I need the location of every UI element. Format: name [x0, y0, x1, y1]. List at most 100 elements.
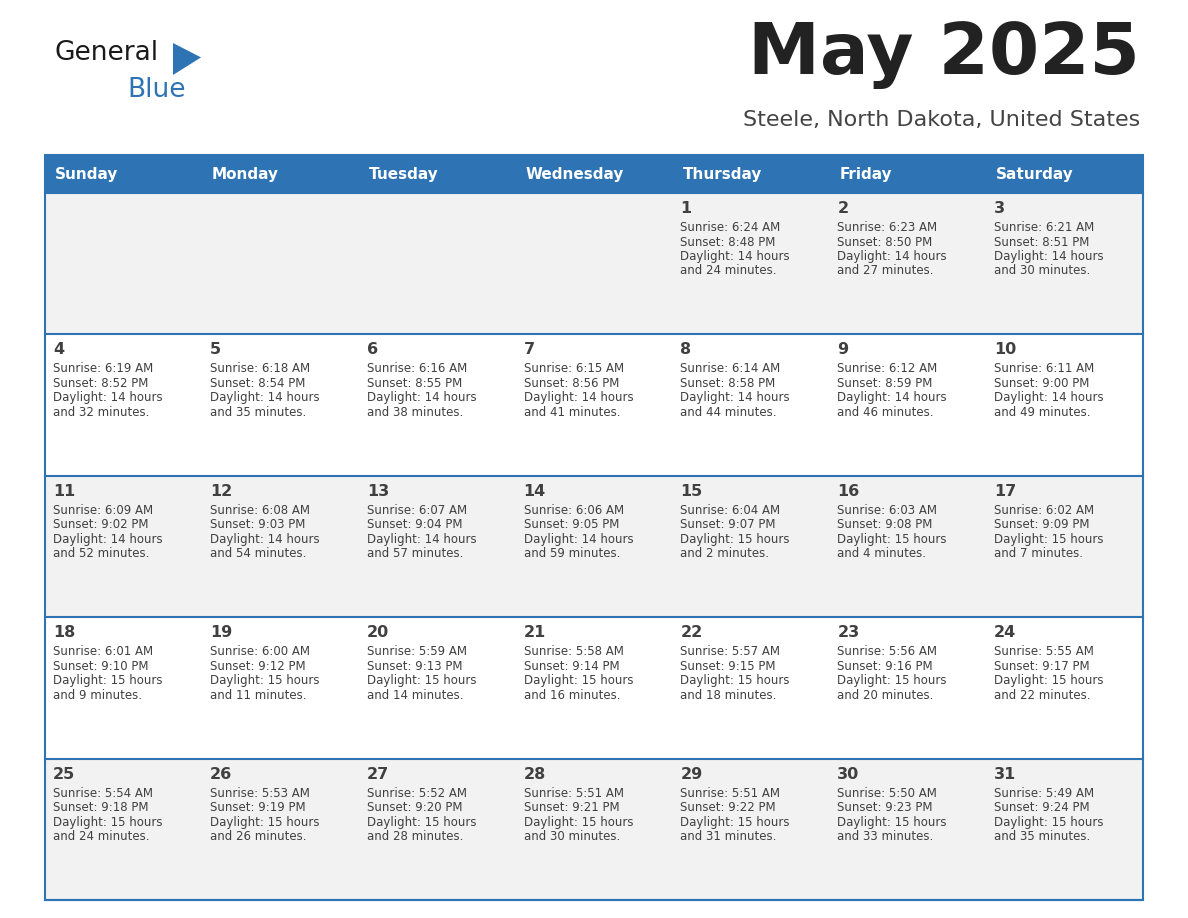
Text: 1: 1: [681, 201, 691, 216]
Text: Daylight: 14 hours: Daylight: 14 hours: [210, 391, 320, 405]
Text: Sunset: 8:48 PM: Sunset: 8:48 PM: [681, 236, 776, 249]
Text: 23: 23: [838, 625, 860, 640]
Text: Sunday: Sunday: [55, 166, 119, 182]
Text: 24: 24: [994, 625, 1017, 640]
Text: 31: 31: [994, 767, 1017, 781]
Text: Daylight: 15 hours: Daylight: 15 hours: [524, 674, 633, 688]
Text: Sunrise: 5:56 AM: Sunrise: 5:56 AM: [838, 645, 937, 658]
Text: and 11 minutes.: and 11 minutes.: [210, 688, 307, 701]
Text: and 44 minutes.: and 44 minutes.: [681, 406, 777, 419]
Text: Daylight: 15 hours: Daylight: 15 hours: [367, 674, 476, 688]
Text: 5: 5: [210, 342, 221, 357]
Text: Sunset: 8:51 PM: Sunset: 8:51 PM: [994, 236, 1089, 249]
Text: Sunset: 9:09 PM: Sunset: 9:09 PM: [994, 519, 1089, 532]
Polygon shape: [173, 43, 201, 75]
Text: Sunrise: 6:06 AM: Sunrise: 6:06 AM: [524, 504, 624, 517]
Text: and 7 minutes.: and 7 minutes.: [994, 547, 1083, 560]
Text: 19: 19: [210, 625, 232, 640]
Text: Daylight: 14 hours: Daylight: 14 hours: [838, 250, 947, 263]
Text: Sunset: 8:52 PM: Sunset: 8:52 PM: [53, 377, 148, 390]
Text: Sunset: 8:56 PM: Sunset: 8:56 PM: [524, 377, 619, 390]
Text: Daylight: 14 hours: Daylight: 14 hours: [838, 391, 947, 405]
Text: Daylight: 15 hours: Daylight: 15 hours: [838, 532, 947, 546]
Text: Sunrise: 5:55 AM: Sunrise: 5:55 AM: [994, 645, 1094, 658]
Text: and 2 minutes.: and 2 minutes.: [681, 547, 770, 560]
Text: 17: 17: [994, 484, 1017, 498]
Text: 2: 2: [838, 201, 848, 216]
Text: and 24 minutes.: and 24 minutes.: [53, 830, 150, 843]
Text: Sunset: 9:13 PM: Sunset: 9:13 PM: [367, 660, 462, 673]
Text: Daylight: 15 hours: Daylight: 15 hours: [681, 532, 790, 546]
Text: Sunset: 9:18 PM: Sunset: 9:18 PM: [53, 801, 148, 814]
Text: Sunrise: 6:04 AM: Sunrise: 6:04 AM: [681, 504, 781, 517]
Text: Sunset: 9:23 PM: Sunset: 9:23 PM: [838, 801, 933, 814]
Text: Sunrise: 6:07 AM: Sunrise: 6:07 AM: [367, 504, 467, 517]
Bar: [45, 617, 1143, 758]
Text: Sunrise: 6:21 AM: Sunrise: 6:21 AM: [994, 221, 1094, 234]
Text: 4: 4: [53, 342, 64, 357]
Text: Sunrise: 6:02 AM: Sunrise: 6:02 AM: [994, 504, 1094, 517]
Text: Sunrise: 6:14 AM: Sunrise: 6:14 AM: [681, 363, 781, 375]
Text: Sunrise: 5:51 AM: Sunrise: 5:51 AM: [524, 787, 624, 800]
Text: and 28 minutes.: and 28 minutes.: [367, 830, 463, 843]
Text: Sunrise: 6:01 AM: Sunrise: 6:01 AM: [53, 645, 153, 658]
Text: Daylight: 15 hours: Daylight: 15 hours: [210, 815, 320, 829]
Text: 21: 21: [524, 625, 545, 640]
Text: and 57 minutes.: and 57 minutes.: [367, 547, 463, 560]
Text: Sunset: 9:05 PM: Sunset: 9:05 PM: [524, 519, 619, 532]
Text: and 30 minutes.: and 30 minutes.: [524, 830, 620, 843]
Text: and 27 minutes.: and 27 minutes.: [838, 264, 934, 277]
Text: Daylight: 14 hours: Daylight: 14 hours: [367, 391, 476, 405]
Text: Sunset: 9:00 PM: Sunset: 9:00 PM: [994, 377, 1089, 390]
Text: Sunrise: 5:49 AM: Sunrise: 5:49 AM: [994, 787, 1094, 800]
Text: Daylight: 14 hours: Daylight: 14 hours: [53, 391, 163, 405]
Text: and 16 minutes.: and 16 minutes.: [524, 688, 620, 701]
Text: Sunrise: 5:54 AM: Sunrise: 5:54 AM: [53, 787, 153, 800]
Text: Sunrise: 6:11 AM: Sunrise: 6:11 AM: [994, 363, 1094, 375]
Text: 22: 22: [681, 625, 702, 640]
Text: Sunset: 9:15 PM: Sunset: 9:15 PM: [681, 660, 776, 673]
Text: Daylight: 14 hours: Daylight: 14 hours: [367, 532, 476, 546]
Text: Thursday: Thursday: [682, 166, 762, 182]
Text: Wednesday: Wednesday: [525, 166, 624, 182]
Text: Sunset: 9:19 PM: Sunset: 9:19 PM: [210, 801, 305, 814]
Text: General: General: [55, 40, 159, 66]
Text: Sunset: 9:21 PM: Sunset: 9:21 PM: [524, 801, 619, 814]
Text: Sunrise: 6:24 AM: Sunrise: 6:24 AM: [681, 221, 781, 234]
Text: 9: 9: [838, 342, 848, 357]
Text: Sunset: 9:02 PM: Sunset: 9:02 PM: [53, 519, 148, 532]
Text: Daylight: 14 hours: Daylight: 14 hours: [681, 391, 790, 405]
Text: Sunset: 8:54 PM: Sunset: 8:54 PM: [210, 377, 305, 390]
Text: Sunset: 9:20 PM: Sunset: 9:20 PM: [367, 801, 462, 814]
Text: Sunset: 9:16 PM: Sunset: 9:16 PM: [838, 660, 933, 673]
Text: Sunset: 9:24 PM: Sunset: 9:24 PM: [994, 801, 1089, 814]
Text: 11: 11: [53, 484, 75, 498]
Bar: [45, 758, 1143, 900]
Text: Sunset: 8:59 PM: Sunset: 8:59 PM: [838, 377, 933, 390]
Text: and 31 minutes.: and 31 minutes.: [681, 830, 777, 843]
Text: and 26 minutes.: and 26 minutes.: [210, 830, 307, 843]
Text: and 22 minutes.: and 22 minutes.: [994, 688, 1091, 701]
Text: 16: 16: [838, 484, 860, 498]
Text: May 2025: May 2025: [748, 20, 1140, 89]
Text: Daylight: 14 hours: Daylight: 14 hours: [210, 532, 320, 546]
Text: Daylight: 14 hours: Daylight: 14 hours: [53, 532, 163, 546]
Text: Blue: Blue: [127, 77, 185, 103]
Text: 10: 10: [994, 342, 1017, 357]
Bar: [45, 155, 1143, 900]
Text: Daylight: 15 hours: Daylight: 15 hours: [53, 815, 163, 829]
Text: 15: 15: [681, 484, 702, 498]
Text: Sunset: 9:12 PM: Sunset: 9:12 PM: [210, 660, 305, 673]
Text: Sunset: 9:07 PM: Sunset: 9:07 PM: [681, 519, 776, 532]
Text: Daylight: 15 hours: Daylight: 15 hours: [210, 674, 320, 688]
Text: 7: 7: [524, 342, 535, 357]
Text: Sunrise: 6:23 AM: Sunrise: 6:23 AM: [838, 221, 937, 234]
Text: and 49 minutes.: and 49 minutes.: [994, 406, 1091, 419]
Text: Sunrise: 5:52 AM: Sunrise: 5:52 AM: [367, 787, 467, 800]
Text: Sunset: 8:58 PM: Sunset: 8:58 PM: [681, 377, 776, 390]
Text: and 59 minutes.: and 59 minutes.: [524, 547, 620, 560]
Text: Sunrise: 6:16 AM: Sunrise: 6:16 AM: [367, 363, 467, 375]
Text: Sunrise: 5:59 AM: Sunrise: 5:59 AM: [367, 645, 467, 658]
Text: Daylight: 14 hours: Daylight: 14 hours: [994, 391, 1104, 405]
Text: 3: 3: [994, 201, 1005, 216]
